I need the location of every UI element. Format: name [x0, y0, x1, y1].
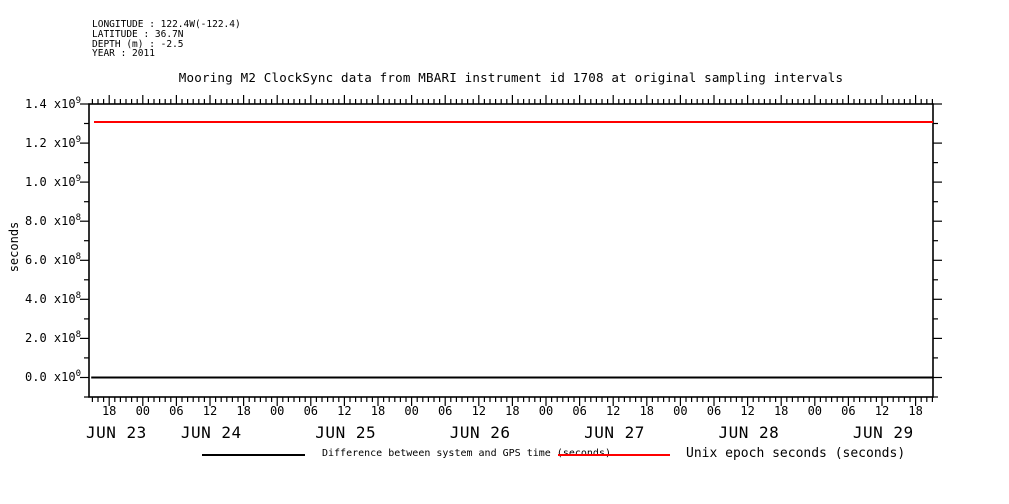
x-hour-tick-label: 18 — [505, 404, 520, 418]
y-tick-label: 6.0 x108 — [25, 252, 81, 268]
x-hour-tick-label: 00 — [538, 404, 554, 418]
x-hour-tick-label: 06 — [437, 404, 453, 418]
x-hour-tick-label: 12 — [605, 404, 621, 418]
y-tick-label: 0.0 x100 — [25, 369, 81, 385]
x-day-label: JUN 26 — [449, 423, 511, 442]
y-tick-label: 4.0 x108 — [25, 291, 81, 307]
plot-border — [88, 103, 934, 398]
header-line: DEPTH (m) : -2.5 — [92, 38, 184, 50]
x-day-label: JUN 25 — [315, 423, 377, 442]
x-hour-tick-label: 00 — [269, 404, 285, 418]
y-tick-label: 1.4 x109 — [25, 96, 81, 112]
header-line: LONGITUDE : 122.4W(-122.4) — [92, 19, 241, 30]
legend-label-gps-diff: Difference between system and GPS time (… — [322, 448, 611, 459]
y-tick-label: 8.0 x108 — [25, 213, 81, 229]
y-tick-label: 1.2 x109 — [25, 135, 81, 151]
x-hour-tick-label: 06 — [841, 404, 856, 418]
legend-line-sample-unix-epoch — [558, 454, 670, 456]
metadata-block: LONGITUDE : 122.4W(-122.4) LATITUDE : 36.… — [92, 20, 241, 59]
legend-label-unix-epoch: Unix epoch seconds (seconds) — [686, 446, 906, 461]
x-day-label: JUN 24 — [180, 423, 242, 442]
x-hour-tick-label: 18 — [908, 404, 923, 418]
legend-line-sample-gps-diff — [202, 454, 305, 456]
x-hour-tick-label: 12 — [202, 404, 218, 418]
x-hour-tick-label: 06 — [169, 404, 184, 418]
x-hour-tick-label: 12 — [740, 404, 755, 418]
header-line: LATITUDE : 36.7N — [92, 28, 184, 40]
x-hour-tick-label: 12 — [337, 404, 352, 418]
x-hour-tick-label: 06 — [303, 404, 319, 418]
x-hour-tick-label: 00 — [673, 404, 688, 418]
chart-title: Mooring M2 ClockSync data from MBARI ins… — [178, 70, 844, 85]
header-line: YEAR : 2011 — [92, 48, 155, 60]
x-hour-tick-label: 00 — [807, 404, 823, 418]
y-tick-label: 1.0 x109 — [25, 174, 81, 190]
x-hour-tick-label: 06 — [706, 404, 722, 418]
y-tick-label: 2.0 x108 — [25, 330, 81, 346]
x-day-label: JUN 27 — [584, 423, 645, 442]
x-hour-tick-label: 00 — [404, 404, 419, 418]
x-hour-tick-label: 18 — [236, 404, 251, 418]
x-hour-tick-label: 12 — [874, 404, 890, 418]
x-hour-tick-label: 18 — [773, 404, 789, 418]
x-hour-tick-label: 12 — [471, 404, 487, 418]
x-hour-tick-label: 18 — [101, 404, 117, 418]
x-hour-tick-label: 18 — [370, 404, 386, 418]
x-day-label: JUN 29 — [852, 423, 914, 442]
x-hour-tick-label: 06 — [572, 404, 587, 418]
x-hour-tick-label: 18 — [639, 404, 655, 418]
x-hour-tick-label: 00 — [135, 404, 151, 418]
x-day-label: JUN 23 — [86, 423, 147, 442]
x-day-label: JUN 28 — [718, 423, 780, 442]
